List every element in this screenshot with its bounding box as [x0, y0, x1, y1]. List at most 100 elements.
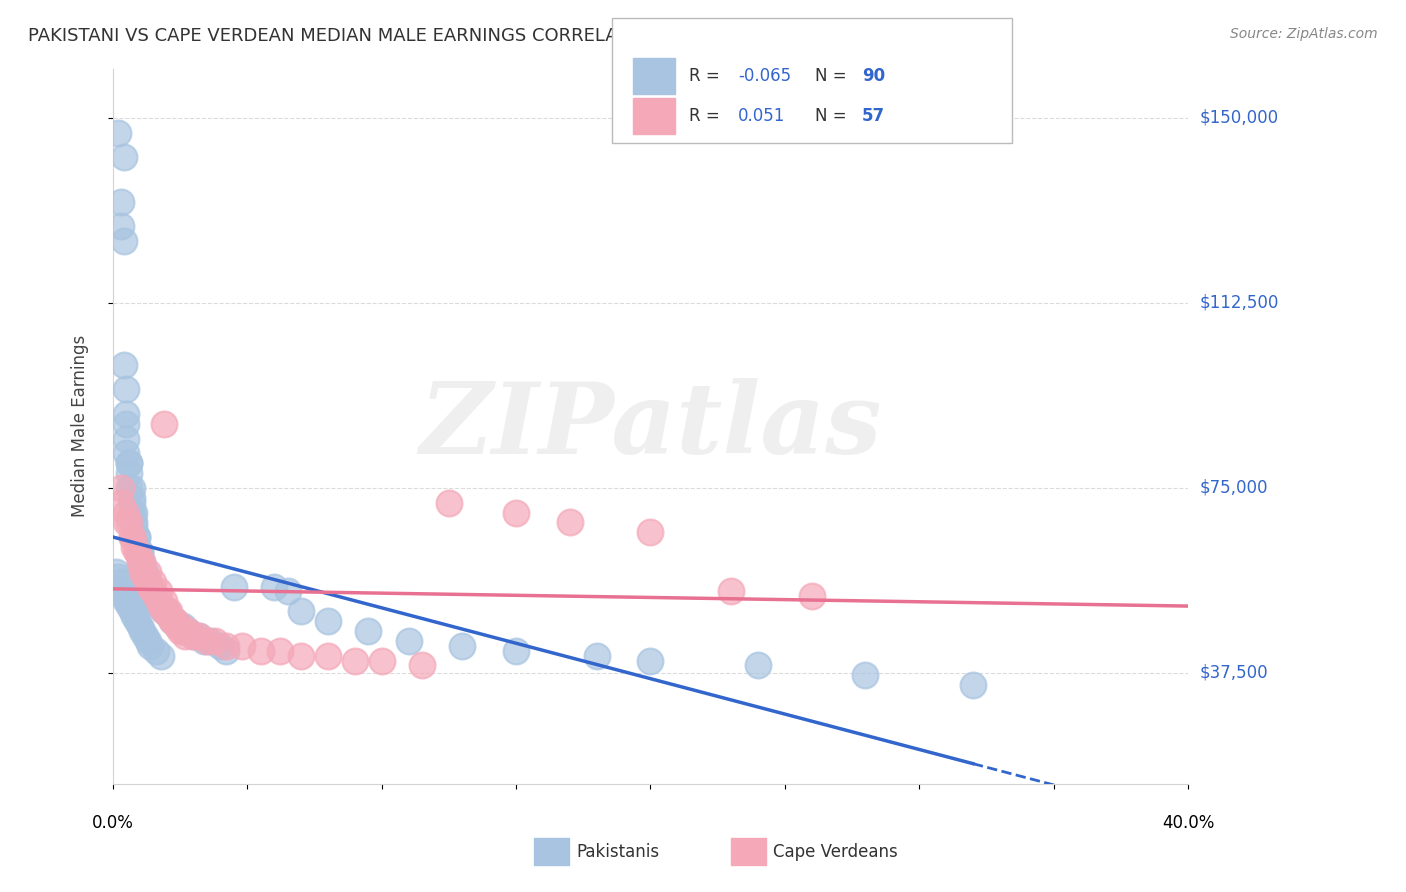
Point: [747, 658, 769, 673]
Point: [263, 580, 285, 594]
Point: [145, 590, 167, 604]
Point: [145, 594, 167, 608]
Point: [183, 629, 205, 643]
Point: [136, 580, 159, 594]
Point: [160, 614, 183, 628]
Point: [128, 545, 150, 559]
Point: [128, 619, 150, 633]
Point: [128, 555, 150, 569]
Point: [104, 565, 127, 579]
Point: [155, 604, 177, 618]
Point: [269, 643, 291, 657]
Point: [169, 619, 191, 633]
Point: [124, 506, 146, 520]
Point: [121, 481, 143, 495]
Point: [215, 643, 238, 657]
Point: [125, 545, 148, 559]
Point: [112, 590, 135, 604]
Point: [121, 496, 143, 510]
Point: [177, 624, 200, 638]
Point: [720, 584, 742, 599]
Point: [437, 496, 460, 510]
Point: [277, 584, 299, 599]
Point: [370, 653, 392, 667]
Point: [136, 574, 159, 589]
Point: [110, 574, 132, 589]
Point: [169, 619, 191, 633]
Point: [169, 624, 191, 638]
Point: [131, 555, 153, 569]
Text: Source: ZipAtlas.com: Source: ZipAtlas.com: [1230, 27, 1378, 41]
Point: [222, 580, 245, 594]
Point: [121, 491, 143, 505]
Point: [150, 599, 173, 614]
Y-axis label: Median Male Earnings: Median Male Earnings: [72, 335, 89, 517]
Point: [585, 648, 607, 663]
Point: [134, 629, 156, 643]
Point: [357, 624, 380, 638]
Point: [157, 609, 180, 624]
Point: [163, 614, 186, 628]
Point: [124, 516, 146, 530]
Point: [125, 540, 148, 554]
Point: [107, 126, 129, 140]
Text: $75,000: $75,000: [1199, 479, 1268, 497]
Point: [187, 629, 209, 643]
Point: [124, 520, 146, 534]
Point: [855, 668, 877, 682]
Point: [134, 565, 156, 579]
Point: [118, 481, 141, 495]
Point: [112, 234, 135, 248]
Point: [110, 194, 132, 209]
Text: 57: 57: [862, 107, 884, 125]
Point: [118, 599, 141, 614]
Point: [160, 614, 183, 628]
Point: [215, 639, 238, 653]
Point: [115, 506, 138, 520]
Point: [121, 506, 143, 520]
Text: $37,500: $37,500: [1199, 664, 1268, 681]
Point: [142, 590, 165, 604]
Point: [204, 633, 226, 648]
Point: [163, 614, 186, 628]
Point: [209, 639, 232, 653]
Text: R =: R =: [689, 67, 725, 85]
Point: [398, 633, 420, 648]
Point: [411, 658, 433, 673]
Point: [150, 648, 173, 663]
Point: [153, 594, 176, 608]
Point: [316, 614, 339, 628]
Point: [505, 506, 527, 520]
Point: [290, 604, 312, 618]
Point: [451, 639, 474, 653]
Point: [316, 648, 339, 663]
Text: $150,000: $150,000: [1199, 109, 1278, 127]
Point: [110, 584, 132, 599]
Point: [142, 574, 165, 589]
Point: [290, 648, 312, 663]
Text: PAKISTANI VS CAPE VERDEAN MEDIAN MALE EARNINGS CORRELATION CHART: PAKISTANI VS CAPE VERDEAN MEDIAN MALE EA…: [28, 27, 727, 45]
Point: [142, 590, 165, 604]
Text: 90: 90: [862, 67, 884, 85]
Point: [343, 653, 366, 667]
Point: [134, 569, 156, 583]
Point: [131, 555, 153, 569]
Point: [148, 599, 170, 614]
Point: [145, 594, 167, 608]
Point: [148, 584, 170, 599]
Point: [121, 530, 143, 544]
Point: [124, 609, 146, 624]
Point: [157, 604, 180, 618]
Point: [115, 516, 138, 530]
Point: [142, 584, 165, 599]
Point: [131, 565, 153, 579]
Point: [153, 417, 176, 431]
Point: [134, 569, 156, 583]
Point: [172, 619, 194, 633]
Point: [174, 624, 197, 638]
Point: [800, 590, 823, 604]
Point: [118, 456, 141, 470]
Point: [115, 407, 138, 421]
Point: [195, 633, 218, 648]
Point: [139, 639, 162, 653]
